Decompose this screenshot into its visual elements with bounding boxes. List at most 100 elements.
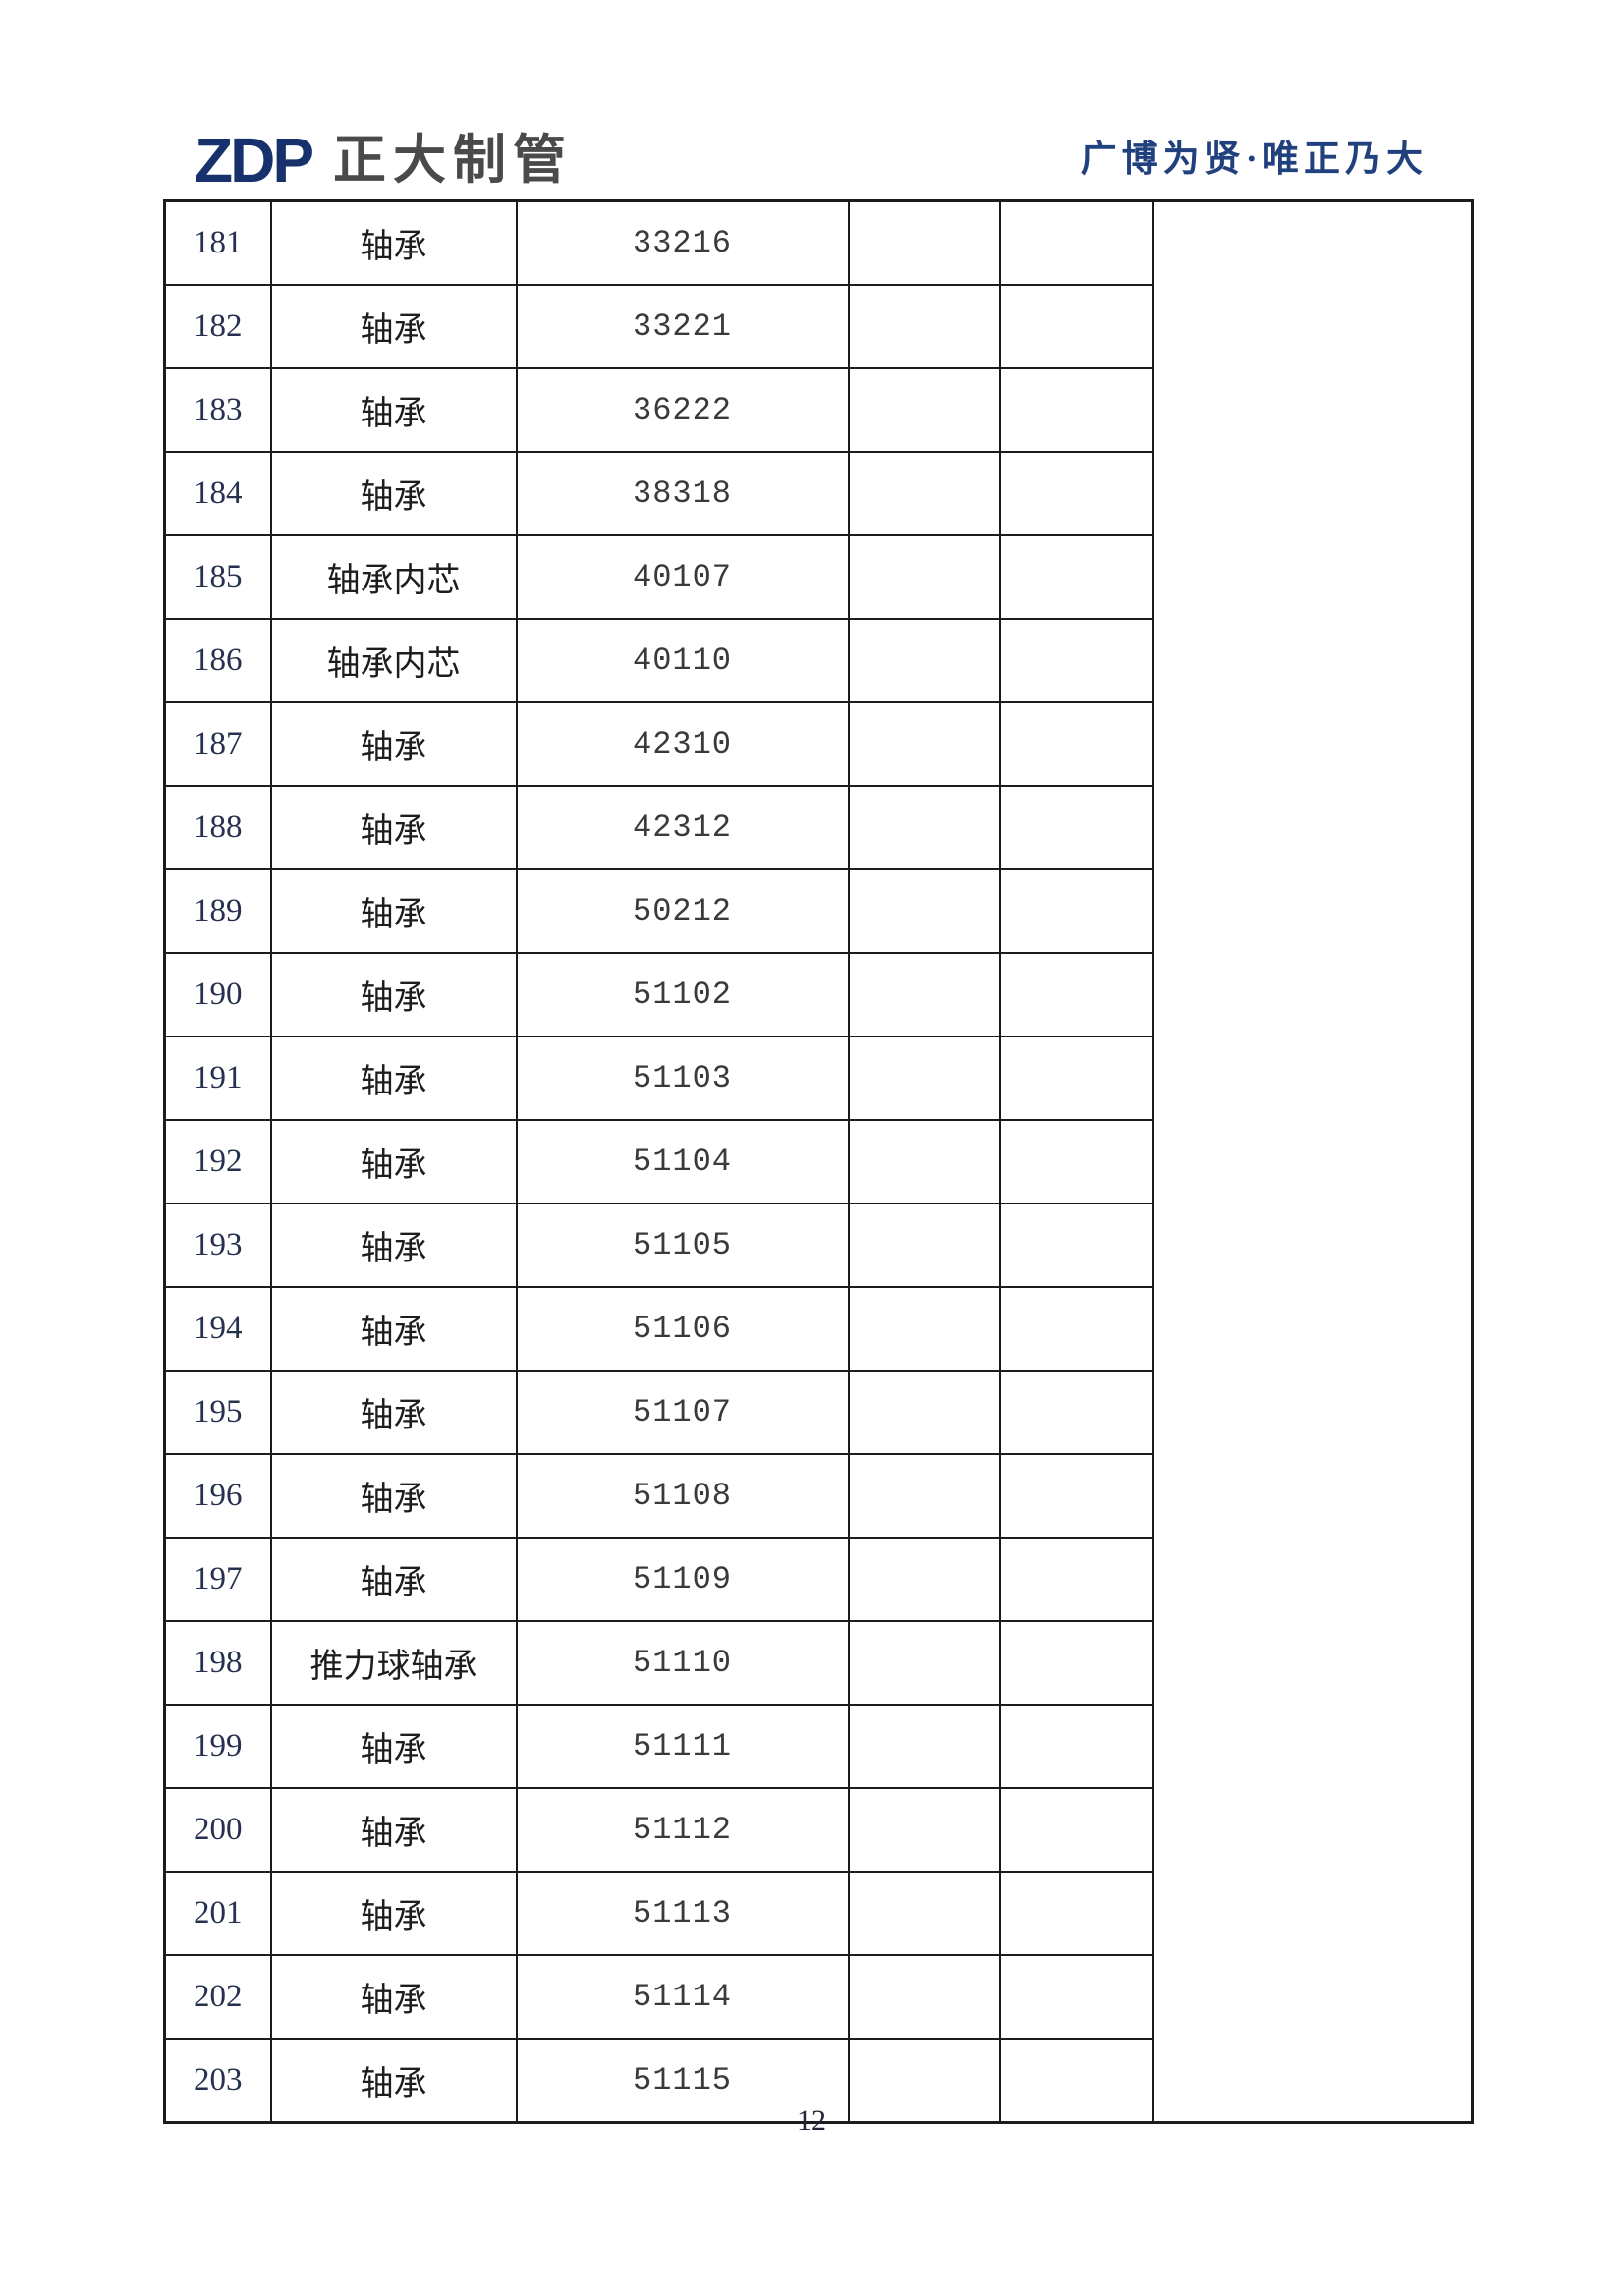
table-row: 192 轴承 51104 [163,1119,1473,1204]
row-number-cell: 191 [163,1036,272,1121]
empty-cell [847,1203,1001,1288]
part-name-cell: 轴承 [269,1370,518,1455]
part-name-cell: 轴承 [269,2038,518,2124]
empty-cell [847,1704,1001,1789]
part-name-cell: 轴承 [269,367,518,453]
empty-cell [998,701,1154,787]
company-name: 正大制管 [333,131,573,190]
model-number-cell: 51112 [515,1787,850,1873]
empty-cell [998,451,1154,536]
row-number-cell: 198 [163,1620,272,1706]
part-name-cell: 轴承 [269,701,518,787]
model-number-cell: 51114 [515,1954,850,2040]
part-name-cell: 轴承 [269,868,518,954]
row-number-cell: 200 [163,1787,272,1873]
empty-cell [847,1787,1001,1873]
row-number-cell: 192 [163,1119,272,1204]
empty-cell [847,534,1001,620]
row-number-cell: 202 [163,1954,272,2040]
row-number-cell: 183 [163,367,272,453]
table-row: 191 轴承 51103 [163,1036,1473,1121]
row-number-cell: 187 [163,701,272,787]
model-number-cell: 51102 [515,952,850,1037]
empty-cell [998,1370,1154,1455]
table-row: 185 轴承内芯 40107 [163,534,1473,620]
empty-cell [998,868,1154,954]
empty-cell [847,284,1001,369]
empty-cell [847,1537,1001,1622]
model-number-cell: 42310 [515,701,850,787]
empty-cell [847,952,1001,1037]
table-row: 183 轴承 36222 [163,367,1473,453]
empty-cell [998,952,1154,1037]
row-number-cell: 196 [163,1453,272,1539]
part-name-cell: 轴承 [269,1453,518,1539]
part-name-cell: 轴承 [269,1203,518,1288]
part-name-cell: 轴承 [269,1871,518,1956]
part-name-cell: 轴承 [269,451,518,536]
table-row: 184 轴承 38318 [163,451,1473,536]
model-number-cell: 51110 [515,1620,850,1706]
table-row: 194 轴承 51106 [163,1286,1473,1372]
table-row: 203 轴承 51115 [163,2038,1473,2124]
empty-cell [998,1537,1154,1622]
model-number-cell: 51113 [515,1871,850,1956]
empty-cell [847,618,1001,703]
model-number-cell: 36222 [515,367,850,453]
table-row: 187 轴承 42310 [163,701,1473,787]
model-number-cell: 51111 [515,1704,850,1789]
company-logo: ZDP 正大制管 [195,125,573,196]
empty-cell [847,1620,1001,1706]
empty-cell [998,1286,1154,1372]
empty-cell [847,1871,1001,1956]
table-row: 190 轴承 51102 [163,952,1473,1037]
empty-cell [847,451,1001,536]
row-number-cell: 186 [163,618,272,703]
table-row: 186 轴承内芯 40110 [163,618,1473,703]
parts-table: 181 轴承 33216 182 轴承 33221 183 轴承 36222 [163,199,1474,2124]
model-number-cell: 51115 [515,2038,850,2124]
empty-cell [998,785,1154,870]
zdp-logo-text: ZDP [195,125,314,196]
row-number-cell: 189 [163,868,272,954]
part-name-cell: 推力球轴承 [269,1620,518,1706]
row-number-cell: 181 [163,199,272,286]
part-name-cell: 轴承内芯 [269,534,518,620]
empty-cell [998,284,1154,369]
model-number-cell: 51103 [515,1036,850,1121]
model-number-cell: 51108 [515,1453,850,1539]
row-number-cell: 203 [163,2038,272,2124]
empty-cell [847,1453,1001,1539]
empty-cell [847,1954,1001,2040]
table-row: 201 轴承 51113 [163,1871,1473,1956]
row-number-cell: 185 [163,534,272,620]
model-number-cell: 40110 [515,618,850,703]
empty-cell [847,785,1001,870]
model-number-cell: 51107 [515,1370,850,1455]
model-number-cell: 33216 [515,199,850,286]
table-row: 199 轴承 51111 [163,1704,1473,1789]
part-name-cell: 轴承内芯 [269,618,518,703]
model-number-cell: 50212 [515,868,850,954]
empty-cell [847,701,1001,787]
empty-cell [847,868,1001,954]
model-number-cell: 33221 [515,284,850,369]
empty-cell [998,2038,1154,2124]
part-name-cell: 轴承 [269,785,518,870]
part-name-cell: 轴承 [269,952,518,1037]
row-number-cell: 199 [163,1704,272,1789]
company-slogan: 广博为贤·唯正乃大 [1080,140,1427,180]
model-number-cell: 51109 [515,1537,850,1622]
empty-cell [847,199,1001,286]
model-number-cell: 42312 [515,785,850,870]
empty-cell [847,2038,1001,2124]
table-row: 200 轴承 51112 [163,1787,1473,1873]
empty-cell [998,1119,1154,1204]
row-number-cell: 184 [163,451,272,536]
model-number-cell: 40107 [515,534,850,620]
empty-cell [998,534,1154,620]
table-row: 195 轴承 51107 [163,1370,1473,1455]
empty-cell [998,1954,1154,2040]
empty-cell [998,1620,1154,1706]
part-name-cell: 轴承 [269,284,518,369]
